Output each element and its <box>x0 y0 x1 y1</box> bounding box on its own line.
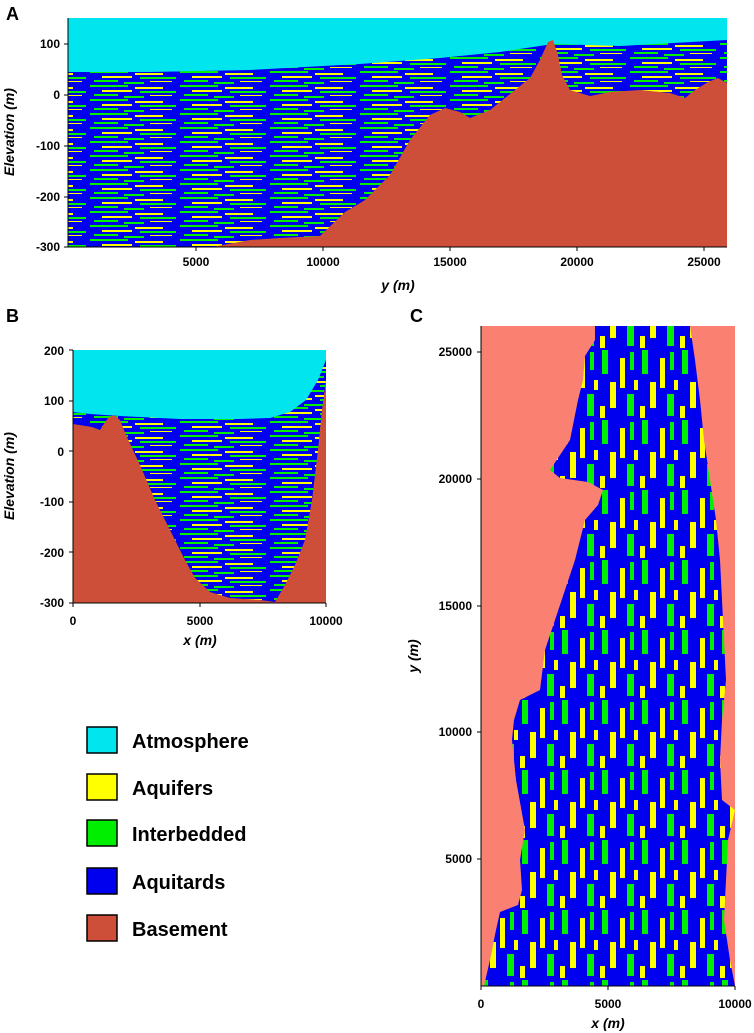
panel-c-ytick: 5000 <box>445 852 472 866</box>
legend-swatch <box>86 867 118 895</box>
panel-c-aquifer-region <box>484 326 735 986</box>
legend-item-interbedded: Interbedded <box>86 819 246 847</box>
panel-a-xtick: 20000 <box>560 255 594 269</box>
legend-item-basement: Basement <box>86 914 228 942</box>
panel-c-letter: C <box>410 306 423 326</box>
panel-c-ytick: 15000 <box>439 599 473 613</box>
legend-swatch <box>86 773 118 801</box>
legend-label: Aquitards <box>132 872 225 894</box>
panel-c: C 0 5000 10000 25000 20000 15000 10000 5… <box>405 306 752 1031</box>
panel-c-xtick: 5000 <box>595 997 622 1011</box>
panel-a-xtick: 15000 <box>433 255 467 269</box>
panel-b-basement <box>73 380 326 603</box>
panel-a-letter: A <box>6 4 19 24</box>
legend-item-atmosphere: Atmosphere <box>86 726 249 754</box>
legend-label: Interbedded <box>132 824 246 846</box>
panel-a-axes <box>64 18 727 251</box>
legend-label: Basement <box>132 919 228 941</box>
legend-swatch <box>86 819 118 847</box>
panel-b-xlabel: x (m) <box>182 632 217 648</box>
panel-a-ytick: -100 <box>36 139 60 153</box>
legend: Atmosphere Aquifers Interbedded Aquitard… <box>86 726 249 942</box>
panel-b-ytick: 200 <box>44 344 64 358</box>
legend-swatch <box>86 726 118 754</box>
panel-a-ylabel: Elevation (m) <box>1 88 17 176</box>
panel-b-xtick: 10000 <box>309 614 343 628</box>
panel-b-ytick: 0 <box>57 445 64 459</box>
panel-c-axes <box>477 326 736 990</box>
legend-item-aquifers: Aquifers <box>86 773 213 801</box>
panel-b-ytick: -100 <box>40 495 64 509</box>
legend-swatch <box>86 914 118 942</box>
panel-a-ytick: -300 <box>36 240 60 254</box>
panel-a-atmosphere <box>68 18 727 72</box>
panel-b-letter: B <box>6 306 19 326</box>
legend-label: Aquifers <box>132 778 213 800</box>
panel-a-xtick: 5000 <box>183 255 210 269</box>
panel-b-ytick: -300 <box>40 596 64 610</box>
panel-b-axes <box>69 349 327 607</box>
panel-b-ylabel: Elevation (m) <box>1 432 17 520</box>
panel-a-xtick: 25000 <box>687 255 721 269</box>
panel-b-xtick: 0 <box>70 614 77 628</box>
panel-b-ytick: 100 <box>44 394 64 408</box>
legend-label: Atmosphere <box>132 731 249 753</box>
panel-c-ytick: 10000 <box>439 725 473 739</box>
panel-c-xtick: 0 <box>478 997 485 1011</box>
panel-a-ytick: 100 <box>40 37 60 51</box>
panel-a-xtick: 10000 <box>306 255 340 269</box>
panel-c-xlabel: x (m) <box>590 1015 625 1031</box>
legend-item-aquitards: Aquitards <box>86 867 225 895</box>
panel-a-ytick: -200 <box>36 190 60 204</box>
panel-b-xtick: 5000 <box>187 614 214 628</box>
panel-c-ytick: 20000 <box>439 472 473 486</box>
panel-a-ytick: 0 <box>53 88 60 102</box>
panel-c-xtick: 10000 <box>718 997 752 1011</box>
panel-b: B 0 5000 10000 200 100 0 -100 -200 -300 … <box>1 306 343 648</box>
panel-a: A 5000 10000 15000 20000 25000 100 0 -10… <box>1 4 727 293</box>
panel-c-ylabel: y (m) <box>405 639 421 674</box>
panel-b-atmosphere <box>73 350 326 419</box>
panel-b-ytick: -200 <box>40 546 64 560</box>
panel-a-xlabel: y (m) <box>380 277 415 293</box>
panel-a-basement <box>212 40 727 247</box>
panel-c-ytick: 25000 <box>439 345 473 359</box>
